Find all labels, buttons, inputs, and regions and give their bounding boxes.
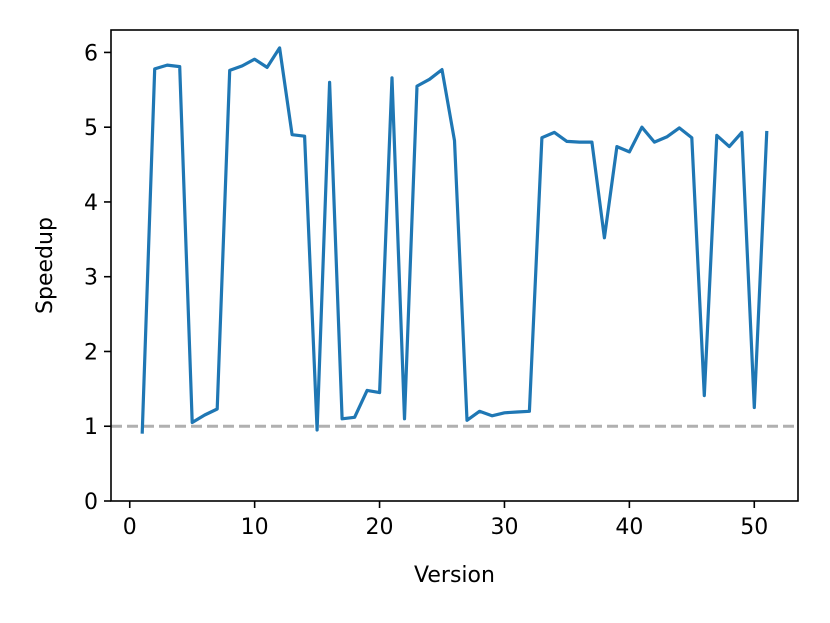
x-axis-label: Version (414, 563, 495, 588)
x-tick-label: 50 (740, 515, 768, 540)
plot-content (111, 46, 798, 434)
y-tick-label: 2 (84, 340, 98, 365)
x-tick-label: 20 (366, 515, 394, 540)
x-axis: 0 10 20 30 40 50 (123, 501, 768, 540)
y-tick-label: 4 (84, 191, 98, 216)
y-tick-label: 1 (84, 415, 98, 440)
x-tick-label: 30 (490, 515, 518, 540)
y-tick-label: 3 (84, 266, 98, 291)
y-tick-label: 6 (84, 41, 98, 66)
x-tick-label: 10 (241, 515, 269, 540)
y-tick-label: 0 (84, 490, 98, 515)
x-tick-label: 0 (123, 515, 137, 540)
x-tick-label: 40 (615, 515, 643, 540)
y-tick-label: 5 (84, 116, 98, 141)
series-line-0 (140, 46, 769, 434)
y-axis: 0 1 2 3 4 5 6 (84, 41, 111, 515)
plot-area-frame (110, 29, 799, 502)
y-axis-label: Speedup (33, 217, 58, 314)
